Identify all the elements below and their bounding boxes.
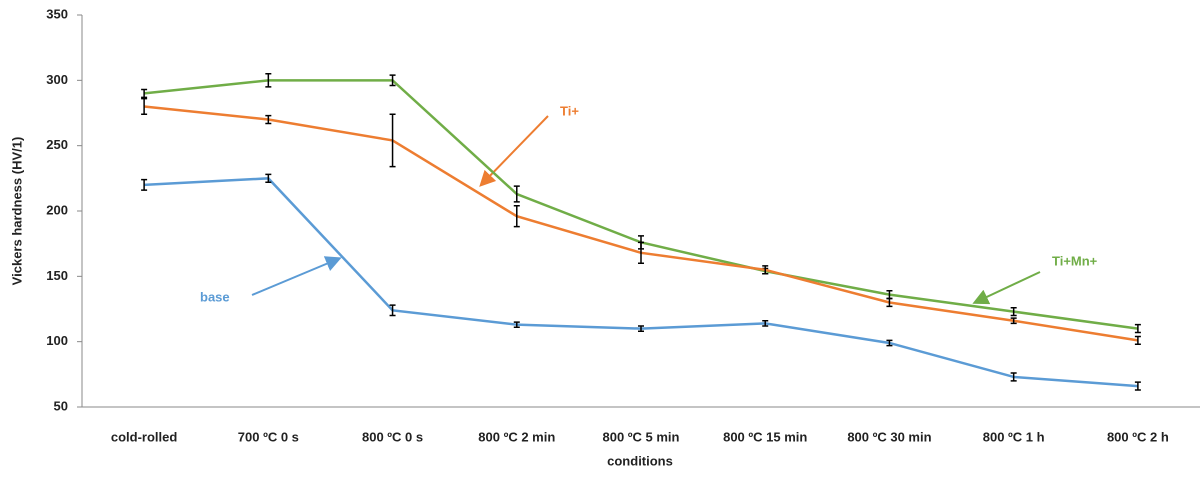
error-bar xyxy=(141,178,148,191)
error-bar xyxy=(638,325,644,332)
y-tick-label: 350 xyxy=(46,6,68,21)
error-bar xyxy=(389,74,396,87)
error-bar xyxy=(1134,323,1141,334)
series-label: Ti+ xyxy=(560,103,579,118)
error-bar xyxy=(389,304,396,317)
x-tick-label: 700 ºC 0 s xyxy=(238,429,299,444)
y-tick-label: 150 xyxy=(46,268,68,283)
y-tick-label: 100 xyxy=(46,333,68,348)
y-tick-label: 300 xyxy=(46,72,68,87)
x-tick-label: 800 ºC 2 min xyxy=(478,429,555,444)
x-tick-label: 800 ºC 0 s xyxy=(362,429,423,444)
error-bar xyxy=(141,88,148,99)
error-bar xyxy=(389,113,396,168)
error-bar xyxy=(513,205,520,228)
x-tick-label: 800 ºC 1 h xyxy=(983,429,1045,444)
error-bar xyxy=(886,297,893,308)
y-tick-label: 50 xyxy=(54,398,68,413)
y-axis-label: Vickers hardness (HV/1) xyxy=(9,137,24,286)
x-tick-label: 800 ºC 2 h xyxy=(1107,429,1169,444)
error-bar xyxy=(265,173,272,184)
error-bar xyxy=(1134,381,1141,391)
error-bar xyxy=(762,265,769,275)
x-axis-label: conditions xyxy=(607,453,673,468)
series-label: Ti+Mn+ xyxy=(1052,253,1098,268)
error-bar xyxy=(886,339,893,347)
error-bar xyxy=(1010,372,1017,382)
error-bar xyxy=(513,321,520,329)
series-line xyxy=(143,105,1139,342)
arrow xyxy=(251,256,342,296)
x-tick-label: cold-rolled xyxy=(111,429,178,444)
error-bar xyxy=(638,241,644,265)
error-bar xyxy=(1010,317,1017,325)
error-bar xyxy=(513,185,520,203)
arrow xyxy=(479,115,549,187)
arrow xyxy=(972,271,1041,305)
x-tick-label: 800 ºC 30 min xyxy=(847,429,931,444)
error-bar xyxy=(141,97,148,116)
error-bar xyxy=(1010,306,1017,317)
error-bar xyxy=(762,320,769,327)
series-label: base xyxy=(200,289,230,304)
y-tick-label: 200 xyxy=(46,202,68,217)
y-tick-label: 250 xyxy=(46,137,68,152)
series-line xyxy=(144,177,1138,388)
error-bar xyxy=(265,114,272,125)
x-tick-label: 800 ºC 5 min xyxy=(602,429,679,444)
x-tick-label: 800 ºC 15 min xyxy=(723,429,807,444)
error-bar xyxy=(1134,335,1141,346)
error-bar xyxy=(265,73,272,88)
